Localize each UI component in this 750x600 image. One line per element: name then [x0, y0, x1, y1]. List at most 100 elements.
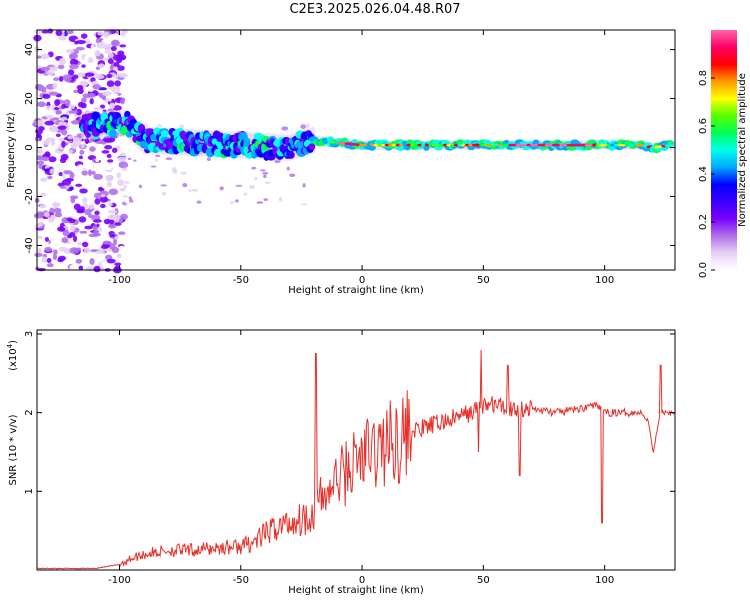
spectrogram-cell	[116, 253, 122, 259]
spectrogram-cell	[229, 201, 235, 205]
spectrogram-cell	[116, 172, 121, 179]
spectrogram-cell	[108, 223, 117, 229]
spectrogram-cell	[172, 169, 178, 175]
spectrogram-cell	[76, 85, 84, 90]
spectrogram-cell	[66, 30, 74, 35]
spectrogram-cell	[111, 246, 120, 254]
spectrogram-cell	[58, 172, 63, 177]
spectrogram-cell	[114, 80, 122, 87]
bottom-x-tick-label: 100	[595, 575, 614, 586]
spectrogram-cell	[75, 258, 83, 264]
spectrogram-cell	[101, 96, 107, 101]
spectrogram-cell	[55, 29, 63, 37]
spectrogram-cell	[79, 206, 85, 213]
spectrogram-cell	[122, 195, 128, 198]
spectrogram-cell	[48, 156, 57, 163]
spectrogram-cell	[76, 39, 87, 45]
spectrogram-cell	[61, 140, 66, 148]
spectrogram-cell	[61, 103, 66, 109]
spectrogram-cell	[114, 222, 122, 226]
spectrogram-cell	[260, 169, 266, 172]
spectrogram-cell	[73, 89, 79, 94]
spectrogram-cell	[69, 58, 79, 66]
spectrogram-cell	[79, 149, 85, 155]
spectrogram-cell	[108, 102, 116, 110]
spectrogram-cell	[88, 56, 93, 64]
spectrogram-cell	[107, 159, 114, 163]
spectrogram-cell	[103, 218, 111, 225]
snr-series-line	[36, 349, 675, 570]
spectrogram-cell	[107, 52, 114, 59]
bottom-y-ticks: 1 2 3	[24, 331, 675, 494]
spectrogram-cell	[188, 189, 192, 192]
bottom-x-axis-label: Height of straight line (km)	[288, 585, 424, 596]
spectrogram-cell	[117, 231, 126, 235]
spectrogram-cell	[243, 138, 251, 148]
spectrogram-cell	[101, 91, 112, 96]
spectrogram-cell	[41, 256, 47, 262]
bottom-y-tick-label: 1	[24, 488, 35, 494]
spectrogram-cell	[144, 123, 149, 127]
spectrogram-cell	[114, 262, 122, 266]
spectrogram-cell	[286, 151, 295, 159]
colorbar: 0.0 0.2 0.4 0.6 0.8 Normalized spectral ampl…	[698, 30, 748, 278]
spectrogram-cell	[83, 247, 91, 254]
spectrogram-cell	[57, 255, 67, 261]
spectrogram-cell	[77, 241, 82, 246]
spectrogram-cell	[278, 196, 283, 202]
spectrogram-cell	[44, 120, 55, 126]
spectrogram-cell	[98, 255, 105, 260]
spectrogram-cell	[41, 156, 50, 162]
spectrogram-frame	[36, 29, 676, 271]
spectrogram-cell	[282, 165, 288, 171]
spectrogram-cell	[100, 244, 109, 249]
spectrogram-cell	[69, 231, 76, 238]
spectrogram-cell	[106, 153, 112, 159]
spectrogram-cell	[49, 117, 55, 122]
spectrogram-cell	[60, 198, 70, 203]
spectrogram-cell	[106, 181, 112, 188]
spectrogram-cell	[76, 164, 85, 171]
spectrogram-cell	[206, 157, 211, 162]
spectrogram-cell	[68, 149, 73, 153]
spectrogram-cell	[94, 73, 100, 79]
top-y-tick-label: -20	[24, 188, 35, 204]
spectrogram-cell	[180, 171, 187, 175]
spectrogram-cell	[156, 124, 163, 128]
spectrogram-cell	[79, 230, 88, 234]
spectrogram-cell	[263, 198, 268, 202]
spectrogram-cell	[49, 126, 59, 133]
spectrogram-cell	[154, 158, 158, 162]
spectrogram-cell	[64, 124, 70, 131]
spectrogram-cell	[118, 218, 123, 224]
spectrogram-cell	[106, 73, 113, 79]
spectrogram-cell	[84, 225, 93, 230]
spectrogram-cell	[248, 184, 256, 190]
spectrogram-cell	[58, 57, 67, 65]
spectrogram-cell	[46, 196, 55, 201]
spectrogram-cell	[37, 235, 43, 240]
spectrogram-cell	[61, 174, 66, 179]
snr-panel: -100 -50 0 50 100 1 2 3 Height of straight lin…	[6, 329, 676, 596]
spectrogram-cell	[106, 80, 115, 88]
spectrogram-cell	[97, 147, 102, 154]
spectrogram-cell	[88, 203, 95, 210]
spectrogram-cell	[37, 55, 42, 59]
spectrogram-cell	[119, 44, 127, 48]
spectrogram-cell	[54, 99, 61, 106]
spectrogram-cell	[80, 102, 87, 109]
spectrogram-cell	[107, 58, 114, 65]
spectrogram-cell	[124, 180, 130, 185]
spectrogram-cell	[93, 107, 103, 111]
spectrogram-cell	[154, 154, 161, 158]
spectrogram-cell	[68, 69, 75, 76]
spectrogram-cell	[668, 143, 675, 147]
spectrogram-cell	[103, 69, 110, 73]
spectrogram-cell	[81, 241, 89, 248]
spectrogram-cell	[106, 175, 113, 179]
spectrogram-cell	[72, 74, 79, 80]
bottom-y-scale-note: (x104)	[6, 340, 19, 371]
spectrogram-cell	[128, 198, 134, 203]
spectrogram-cell	[119, 187, 127, 192]
spectrogram-cell	[101, 39, 107, 43]
